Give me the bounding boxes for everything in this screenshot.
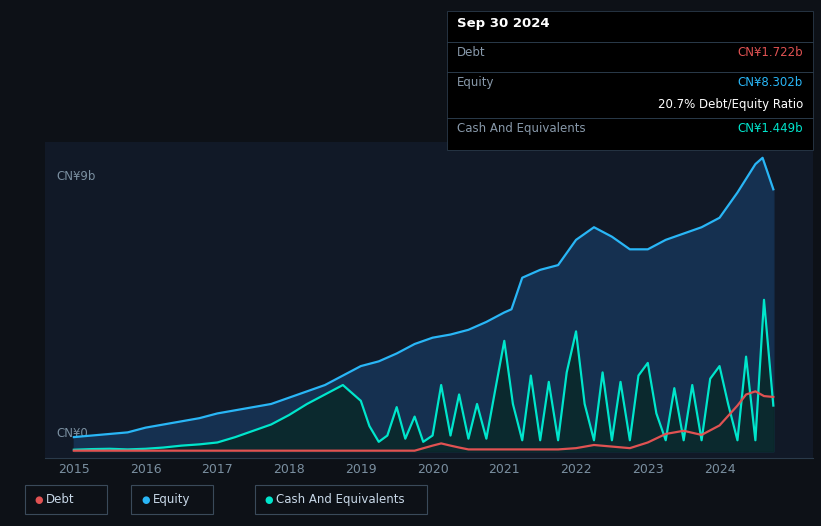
Text: CN¥8.302b: CN¥8.302b [738,76,803,89]
Text: CN¥0: CN¥0 [56,427,88,440]
Text: 20.7% Debt/Equity Ratio: 20.7% Debt/Equity Ratio [658,98,803,111]
Text: Cash And Equivalents: Cash And Equivalents [457,122,586,135]
Text: Sep 30 2024: Sep 30 2024 [457,17,550,30]
Text: Debt: Debt [46,493,75,506]
Text: CN¥1.722b: CN¥1.722b [737,46,803,59]
Text: Cash And Equivalents: Cash And Equivalents [276,493,405,506]
Text: Equity: Equity [457,76,495,89]
Text: CN¥1.449b: CN¥1.449b [737,122,803,135]
Text: CN¥9b: CN¥9b [56,170,95,184]
Text: ●: ● [34,494,43,505]
Text: Equity: Equity [153,493,190,506]
Text: Debt: Debt [457,46,486,59]
Text: ●: ● [264,494,273,505]
Text: ●: ● [141,494,149,505]
